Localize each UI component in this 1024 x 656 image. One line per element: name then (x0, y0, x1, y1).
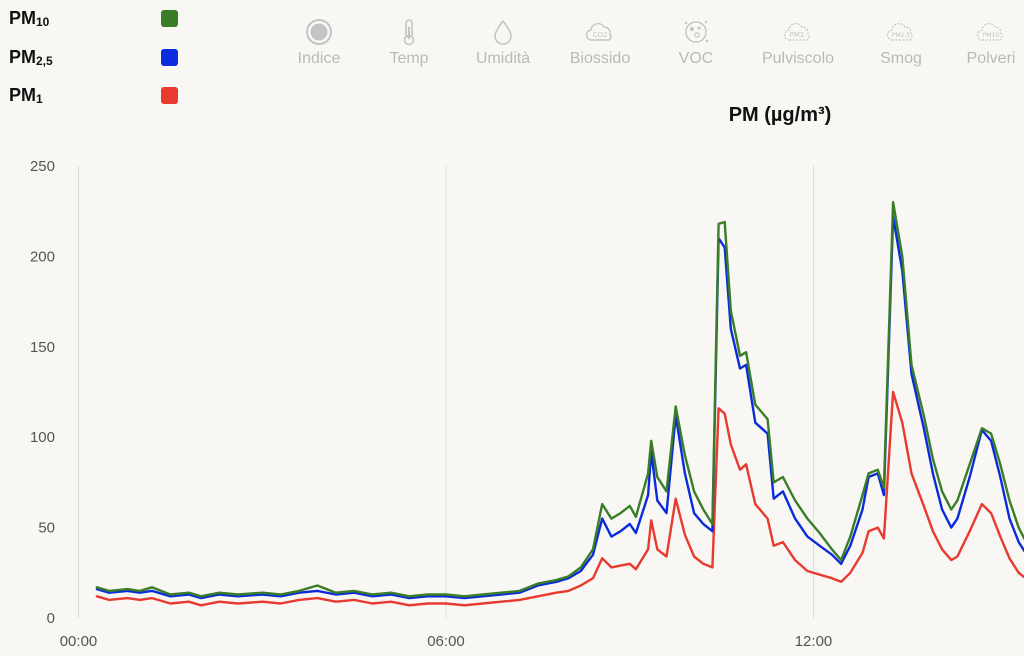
x-tick-label: 06:00 (427, 633, 465, 650)
pm1-cloud-icon: PM1 (783, 22, 810, 41)
tab-polveri[interactable]: PM10 Polveri (946, 14, 1024, 78)
svg-text:PM1: PM1 (790, 31, 805, 39)
tab-label: Smog (880, 50, 922, 67)
tab-biossido[interactable]: CO2 Biossido (555, 14, 645, 78)
voc-particles-icon (684, 20, 709, 43)
x-tick-label: 00:00 (60, 633, 98, 650)
series-line-pm10 (95, 201, 1024, 598)
pm-line-chart: 0 50 100 150 200 250 00:00 06:00 12:00 (30, 158, 1024, 650)
legend-label: PM2,5 (9, 47, 53, 68)
tab-voc[interactable]: VOC (651, 14, 741, 78)
legend-label: PM10 (9, 8, 50, 29)
circle-indicator-icon (306, 19, 332, 45)
tab-label: Pulviscolo (761, 50, 835, 67)
pm25-cloud-icon: PM2,5 (886, 22, 913, 41)
tab-indice[interactable]: Indice (274, 14, 364, 78)
legend-swatch-pm25 (161, 49, 178, 66)
legend-item-pm1: PM1 (9, 82, 184, 108)
y-tick-label: 250 (30, 158, 55, 175)
tab-label: Indice (297, 50, 341, 67)
droplet-icon (494, 19, 512, 45)
tab-umidita[interactable]: Umidità (458, 14, 548, 78)
y-tick-label: 0 (47, 610, 55, 627)
legend: PM10 PM2,5 PM1 (0, 0, 200, 120)
y-tick-label: 150 (30, 339, 55, 356)
tab-label: VOC (678, 50, 714, 67)
series-line-pm1 (95, 390, 1024, 607)
series-line-pm25 (95, 215, 1024, 600)
tab-label: Umidità (475, 50, 531, 67)
tab-pulviscolo[interactable]: PM1 Pulviscolo (753, 14, 843, 78)
legend-swatch-pm1 (161, 87, 178, 104)
tab-smog[interactable]: PM2,5 Smog (856, 14, 946, 78)
tab-label: Polveri (966, 50, 1016, 67)
y-tick-label: 100 (30, 429, 55, 446)
legend-label: PM1 (9, 85, 43, 106)
metric-toolbar: Indice Temp Umidità CO2 Biossido (280, 14, 1024, 84)
x-tick-label: 12:00 (795, 633, 833, 650)
tab-temp[interactable]: Temp (364, 14, 454, 78)
thermometer-icon (403, 19, 415, 46)
svg-text:PM10: PM10 (983, 32, 1000, 39)
y-tick-label: 200 (30, 248, 55, 265)
pm10-cloud-icon: PM10 (976, 22, 1003, 41)
chart-title: PM (µg/m³) (728, 104, 832, 126)
tab-label: Biossido (569, 50, 631, 67)
svg-text:CO2: CO2 (593, 31, 608, 39)
svg-text:PM2,5: PM2,5 (892, 32, 911, 39)
legend-swatch-pm10 (161, 10, 178, 27)
legend-item-pm25: PM2,5 (9, 44, 184, 70)
tab-label: Temp (389, 50, 429, 67)
legend-item-pm10: PM10 (9, 5, 184, 31)
co2-cloud-icon: CO2 (585, 22, 612, 41)
y-tick-label: 50 (38, 520, 55, 537)
